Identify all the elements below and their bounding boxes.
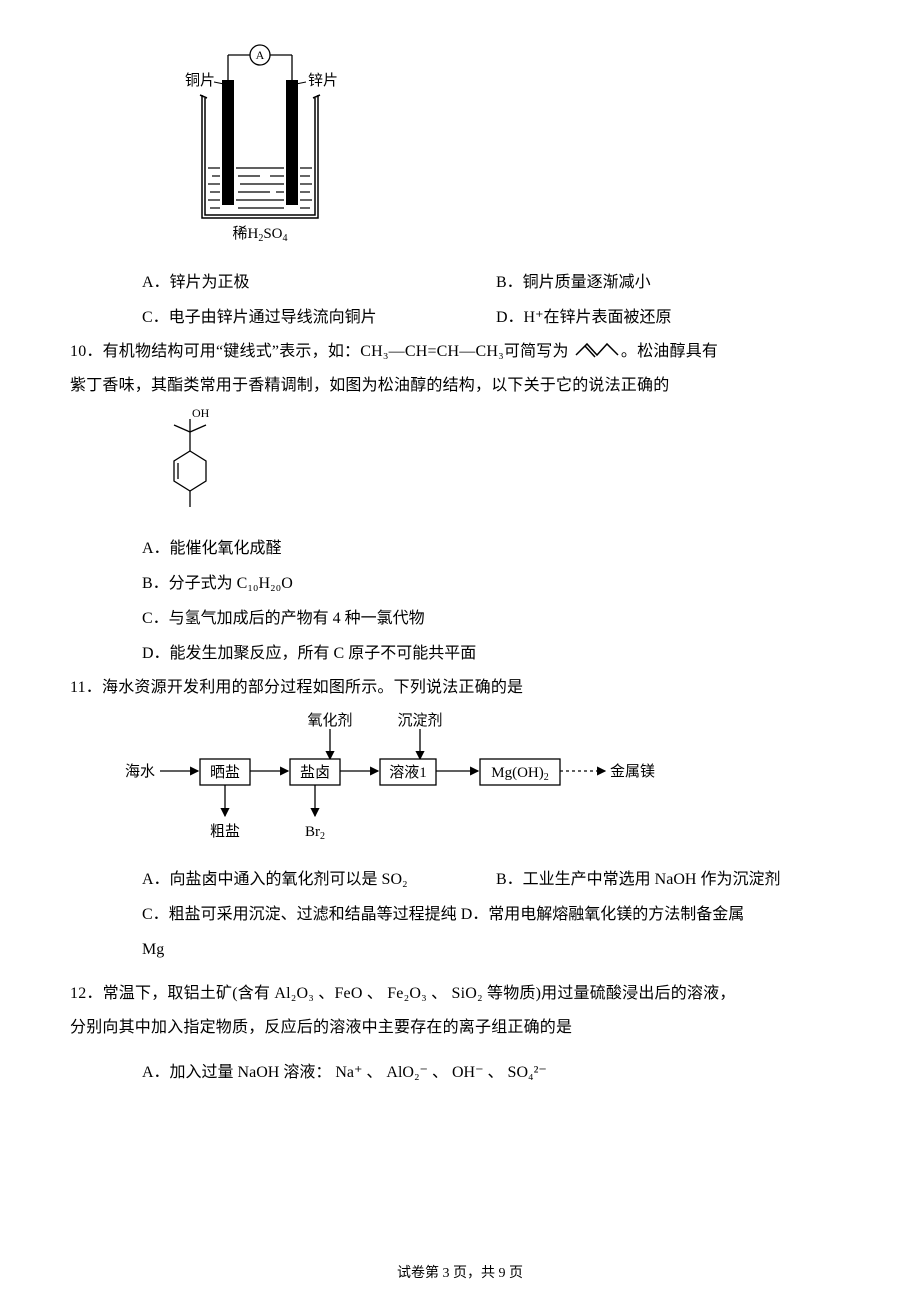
mg-label: 金属镁 <box>610 763 655 780</box>
q12-text-a: 常温下，取铝土矿(含有 Al₂O₃ 、FeO 、 Fe₂O₃ 、 SiO₂ 等物… <box>103 985 736 1002</box>
beaker-inner <box>205 98 315 215</box>
q11-number: 11． <box>70 679 102 696</box>
battery-svg: A 铜片 锌片 <box>160 40 360 250</box>
precip-label: 沉淀剂 <box>397 712 442 729</box>
q12-opt-a: A．加入过量 NaOH 溶液： Na⁺ 、 AlO₂⁻ 、 OH⁻ 、 SO₄²… <box>142 1055 850 1090</box>
zinc-label: 锌片 <box>308 72 338 89</box>
copper-electrode <box>222 80 234 205</box>
q10-opt-d: D．能发生加聚反应，所有 C 原子不可能共平面 <box>142 636 850 671</box>
q11-stem: 11．海水资源开发利用的部分过程如图所示。下列说法正确的是 <box>70 671 850 705</box>
page-container: A 铜片 锌片 <box>0 0 920 1302</box>
q11-text: 海水资源开发利用的部分过程如图所示。下列说法正确的是 <box>102 679 523 696</box>
q11-options-row1: A．向盐卤中通入的氧化剂可以是 SO₂ B．工业生产中常选用 NaOH 作为沉淀… <box>70 862 850 897</box>
seawater-label: 海水 <box>125 763 155 780</box>
q9-opt-b: B．铜片质量逐渐减小 <box>496 265 850 300</box>
page-footer: 试卷第 3 页，共 9 页 <box>0 1262 920 1282</box>
q10-line1: 10．有机物结构可用“键线式”表示，如：CH₃—CH=CH—CH₃可简写为 。松… <box>70 335 850 369</box>
q12-line1: 12．常温下，取铝土矿(含有 Al₂O₃ 、FeO 、 Fe₂O₃ 、 SiO₂… <box>70 977 850 1011</box>
q11-opt-a: A．向盐卤中通入的氧化剂可以是 SO₂ <box>142 862 496 897</box>
q11-flow: 氧化剂 沉淀剂 海水 晒盐 盐卤 溶液1 Mg(OH)2 金属镁 <box>120 711 850 856</box>
q10-opt-b: B．分子式为 C₁₀H₂₀O <box>142 566 850 601</box>
brine-label: 盐卤 <box>300 764 330 781</box>
q10-number: 10． <box>70 343 103 360</box>
q12-line2: 分别向其中加入指定物质，反应后的溶液中主要存在的离子组正确的是 <box>70 1011 850 1045</box>
q10-opt-a: A．能催化氧化成醛 <box>142 531 850 566</box>
q11-opt-b: B．工业生产中常选用 NaOH 作为沉淀剂 <box>496 862 850 897</box>
flow-svg: 氧化剂 沉淀剂 海水 晒盐 盐卤 溶液1 Mg(OH)2 金属镁 <box>120 711 720 851</box>
mgoh2-label: Mg(OH)2 <box>491 765 549 783</box>
molecule-bonds <box>174 419 206 507</box>
q9-opt-d: D．H⁺在锌片表面被还原 <box>496 300 850 335</box>
q12-options: A．加入过量 NaOH 溶液： Na⁺ 、 AlO₂⁻ 、 OH⁻ 、 SO₄²… <box>70 1055 850 1090</box>
electrolyte-text: 稀H2SO4 <box>232 225 287 244</box>
sun-label: 晒盐 <box>210 764 240 781</box>
q10-molecule: OH <box>150 407 850 527</box>
br2-label: Br2 <box>305 824 325 842</box>
q11-opt-d-tail: Mg <box>70 932 850 967</box>
q11-opt-c: C．粗盐可采用沉淀、过滤和结晶等过程提纯 <box>142 906 457 923</box>
oh-label: OH <box>192 407 210 420</box>
q11-opt-d: D．常用电解熔融氧化镁的方法制备金属 <box>461 906 745 923</box>
crude-label: 粗盐 <box>210 823 240 840</box>
ammeter-label: A <box>256 48 265 62</box>
q10-line2: 紫丁香味，其酯类常用于香精调制，如图为松油醇的结构，以下关于它的说法正确的 <box>70 369 850 403</box>
q10-opt-c: C．与氢气加成后的产物有 4 种一氯代物 <box>142 601 850 636</box>
lip-l1 <box>200 95 207 98</box>
lip-r1 <box>313 95 320 98</box>
oxidant-label: 氧化剂 <box>307 712 352 729</box>
zigzag-icon <box>573 341 621 359</box>
q9-opt-c: C．电子由锌片通过导线流向铜片 <box>142 300 496 335</box>
terpineol-svg: OH <box>150 407 230 522</box>
zinc-electrode <box>286 80 298 205</box>
q9-apparatus-diagram: A 铜片 锌片 <box>160 40 850 255</box>
q9-opt-a: A．锌片为正极 <box>142 265 496 300</box>
q10-text-b: 。松油醇具有 <box>621 343 718 360</box>
q10-text-a: 有机物结构可用“键线式”表示，如：CH₃—CH=CH—CH₃可简写为 <box>103 343 569 360</box>
q9-options: A．锌片为正极 B．铜片质量逐渐减小 C．电子由锌片通过导线流向铜片 D．H⁺在… <box>70 265 850 335</box>
q10-options: A．能催化氧化成醛 B．分子式为 C₁₀H₂₀O C．与氢气加成后的产物有 4 … <box>70 531 850 672</box>
copper-label: 铜片 <box>185 72 215 89</box>
flow-nodes: 氧化剂 沉淀剂 海水 晒盐 盐卤 溶液1 Mg(OH)2 金属镁 <box>125 712 655 842</box>
q12-number: 12． <box>70 985 103 1002</box>
q11-options-row2: C．粗盐可采用沉淀、过滤和结晶等过程提纯 D．常用电解熔融氧化镁的方法制备金属 <box>70 897 850 932</box>
sol1-label: 溶液1 <box>389 764 427 781</box>
